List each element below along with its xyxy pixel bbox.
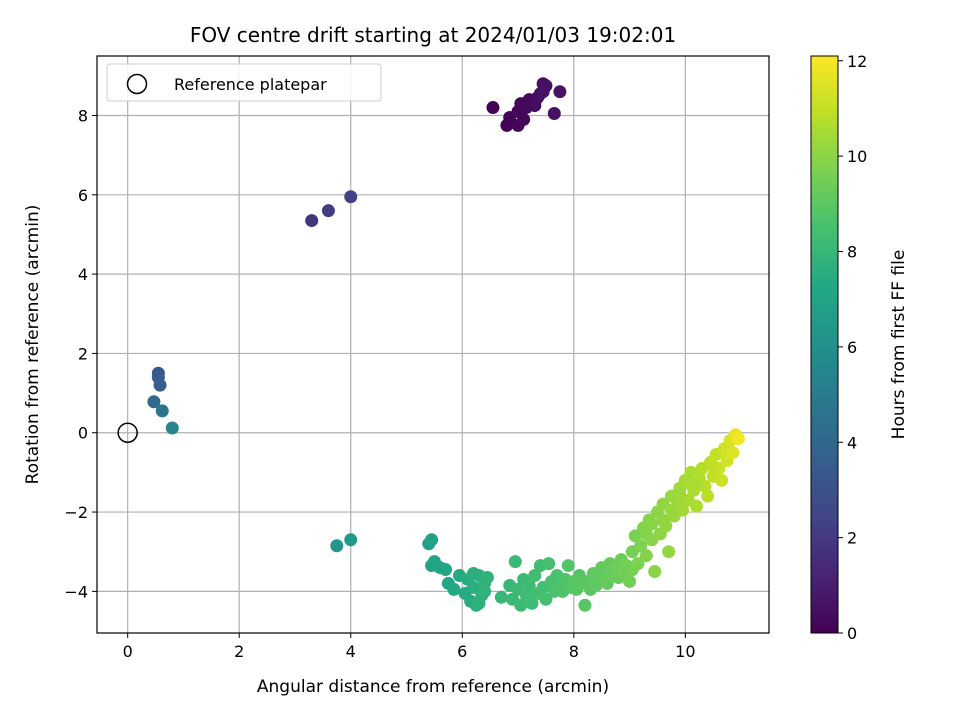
scatter-point bbox=[648, 565, 662, 579]
scatter-point bbox=[528, 568, 542, 582]
scatter-point bbox=[305, 214, 319, 228]
scatter-point bbox=[715, 473, 729, 487]
colorbar-tick-label: 0 bbox=[847, 624, 857, 643]
scatter-point bbox=[639, 549, 653, 563]
scatter-point bbox=[600, 576, 614, 590]
scatter-point bbox=[466, 580, 480, 594]
scatter-point bbox=[673, 489, 687, 503]
legend-marker-reference bbox=[126, 73, 148, 95]
scatter-point bbox=[561, 559, 575, 573]
y-tick-label: 4 bbox=[78, 265, 88, 284]
y-axis-title: Rotation from reference (arcmin) bbox=[23, 205, 43, 485]
scatter-point bbox=[522, 578, 536, 592]
scatter-point bbox=[676, 503, 690, 517]
scatter-point bbox=[466, 567, 480, 581]
scatter-point bbox=[165, 421, 179, 435]
x-tick-label: 10 bbox=[675, 642, 695, 661]
scatter-point bbox=[147, 395, 161, 409]
scatter-point bbox=[525, 596, 539, 610]
scatter-point bbox=[731, 432, 745, 446]
scatter-point bbox=[517, 112, 531, 126]
scatter-point bbox=[623, 574, 637, 588]
colorbar-gradient bbox=[810, 55, 839, 634]
colorbar-tick-label: 10 bbox=[847, 147, 867, 166]
scatter-point bbox=[514, 598, 528, 612]
scatter-point bbox=[472, 596, 486, 610]
colorbar-ticks: 0 2 4 6 8 10 12 bbox=[838, 52, 867, 643]
scatter-point bbox=[662, 545, 676, 559]
scatter-point bbox=[628, 529, 642, 543]
colorbar-tick-label: 4 bbox=[847, 433, 857, 452]
scatter-point bbox=[425, 533, 439, 547]
chart-title: FOV centre drift starting at 2024/01/03 … bbox=[190, 23, 676, 47]
scatter-point bbox=[578, 598, 592, 612]
x-tick-label: 0 bbox=[123, 642, 133, 661]
y-tick-label: 6 bbox=[78, 186, 88, 205]
scatter-points bbox=[147, 77, 745, 612]
scatter-point bbox=[547, 107, 561, 121]
reference-platepar-marker bbox=[117, 422, 138, 443]
legend-label-reference: Reference platepar bbox=[174, 75, 327, 94]
legend: Reference platepar bbox=[106, 63, 382, 102]
x-tick-label: 8 bbox=[569, 642, 579, 661]
scatter-point bbox=[494, 590, 508, 604]
scatter-point bbox=[553, 85, 567, 99]
legend-box bbox=[106, 63, 382, 102]
scatter-point bbox=[486, 101, 500, 115]
scatter-point bbox=[344, 190, 358, 204]
y-tick-label: 2 bbox=[78, 344, 88, 363]
colorbar-tick-label: 12 bbox=[847, 52, 867, 71]
colorbar: 0 2 4 6 8 10 12 Hours from first FF file bbox=[810, 52, 909, 643]
scatter-point bbox=[439, 563, 453, 577]
colorbar-tick-label: 2 bbox=[847, 529, 857, 548]
scatter-point bbox=[542, 557, 556, 571]
axis-ticks: 0 2 4 6 8 10 −4 −2 0 2 4 6 8 bbox=[64, 106, 695, 661]
scatter-point bbox=[155, 404, 169, 418]
y-tick-label: −4 bbox=[64, 582, 88, 601]
scatter-point bbox=[508, 555, 522, 569]
scatter-point bbox=[631, 557, 645, 571]
scatter-point bbox=[480, 570, 494, 584]
reference-marker bbox=[117, 422, 138, 443]
grid-lines bbox=[97, 56, 769, 633]
scatter-point bbox=[690, 499, 704, 513]
colorbar-title: Hours from first FF file bbox=[889, 250, 909, 440]
colorbar-tick-label: 8 bbox=[847, 243, 857, 262]
scatter-point bbox=[634, 539, 648, 553]
scatter-point bbox=[539, 592, 553, 606]
scatter-point bbox=[664, 503, 678, 517]
scatter-point bbox=[726, 446, 740, 460]
y-tick-label: 8 bbox=[78, 106, 88, 125]
scatter-point bbox=[344, 533, 358, 547]
scatter-point bbox=[330, 539, 344, 553]
scatter-point bbox=[447, 582, 461, 596]
scatter-point bbox=[536, 85, 550, 99]
plot-frame bbox=[96, 55, 770, 634]
scatter-point bbox=[645, 517, 659, 531]
scatter-point bbox=[656, 513, 670, 527]
scatter-point bbox=[321, 204, 335, 218]
scatter-point bbox=[701, 489, 715, 503]
scatter-point bbox=[684, 477, 698, 491]
x-tick-label: 6 bbox=[457, 642, 467, 661]
x-tick-label: 2 bbox=[234, 642, 244, 661]
scatter-point bbox=[478, 584, 492, 598]
y-tick-label: 0 bbox=[78, 424, 88, 443]
scatter-point bbox=[706, 459, 720, 473]
colorbar-tick-label: 6 bbox=[847, 338, 857, 357]
y-tick-label: −2 bbox=[64, 503, 88, 522]
x-tick-label: 4 bbox=[346, 642, 356, 661]
scatter-point bbox=[153, 378, 167, 392]
x-axis-title: Angular distance from reference (arcmin) bbox=[257, 677, 609, 697]
scatter-point bbox=[639, 527, 653, 541]
